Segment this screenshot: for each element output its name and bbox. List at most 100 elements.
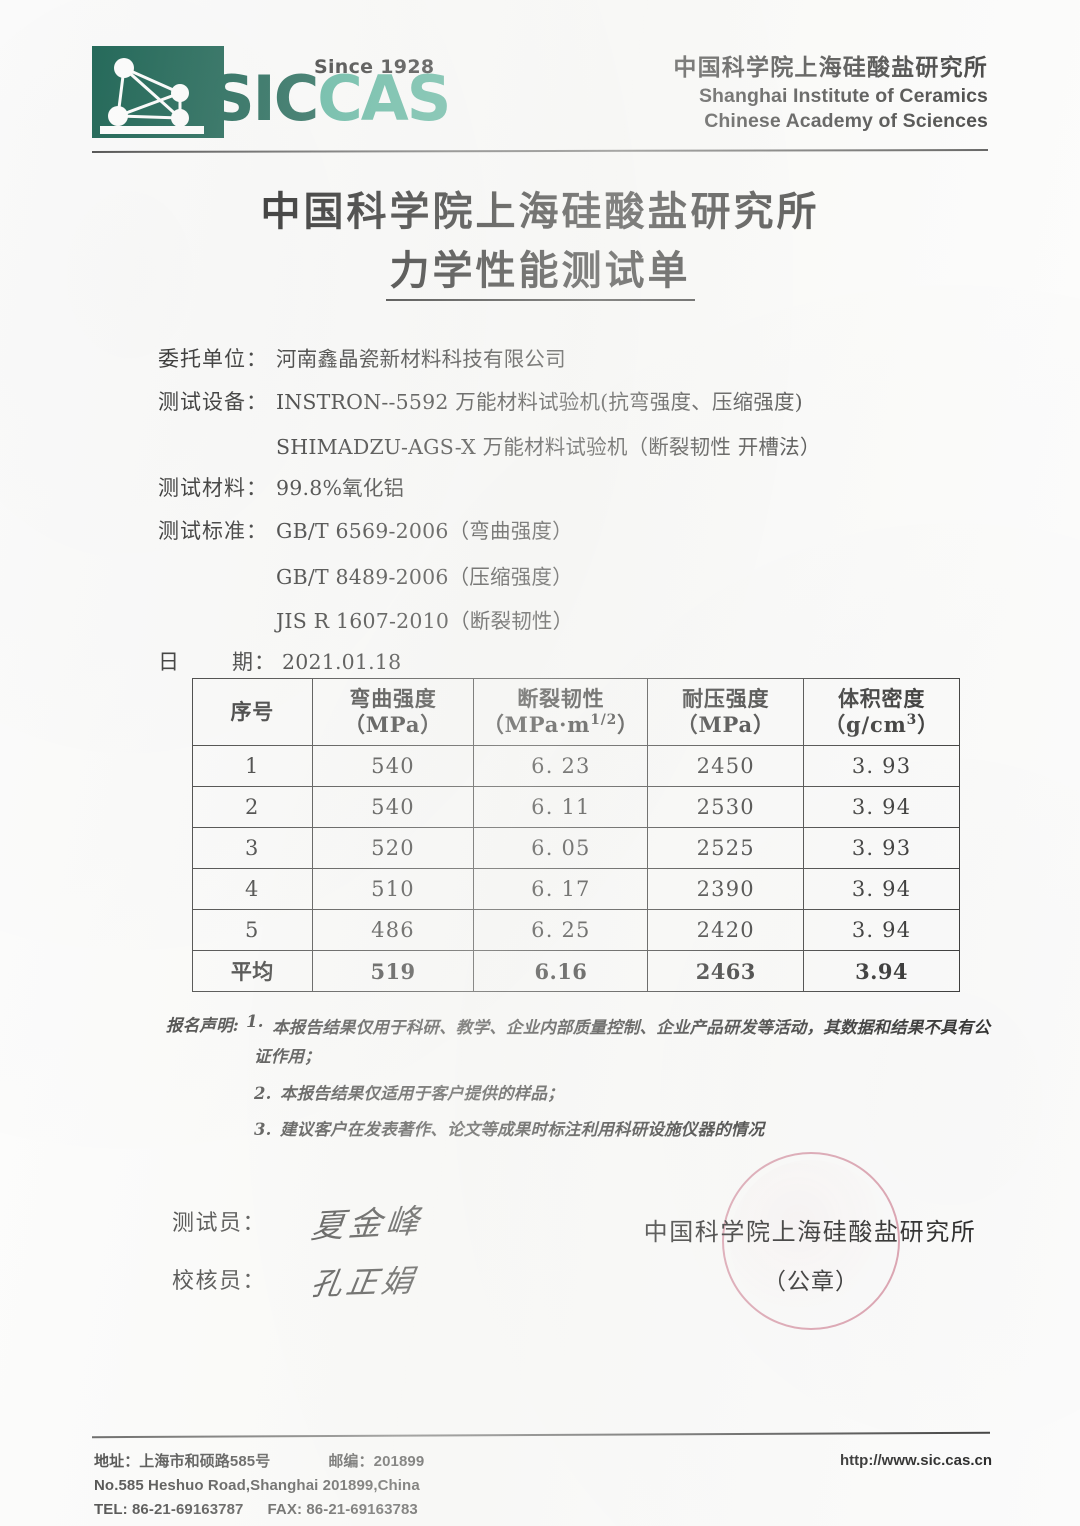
signature-block: 测试员： 夏金峰 校核员： 孔正娟: [172, 1192, 425, 1308]
title-underline: [385, 299, 695, 302]
footer-divider: [92, 1431, 990, 1439]
cell-density: 3. 94: [803, 909, 960, 951]
col-header-flexural: 弯曲强度 （MPa）: [311, 678, 475, 746]
col-header-compressive-unit: （MPa）: [676, 712, 775, 737]
footer-tel: TEL: 86-21-69163787: [94, 1501, 244, 1518]
table-row: 4 510 6. 17 2390 3. 94: [192, 868, 960, 910]
col-header-compressive: 耐压强度 （MPa）: [647, 678, 805, 746]
table-row-average: 平均 519 6.16 2463 3.94: [192, 950, 960, 992]
org-name-english-line2: Chinese Academy of Sciences: [704, 109, 988, 132]
org-name-english-line1: Shanghai Institute of Ceramics: [698, 84, 988, 107]
cell-average-flexural: 519: [311, 950, 475, 992]
declaration-item-1: 报名声明: 1. 本报告结果仅用于科研、教学、企业内部质量控制、企业产品研发等活…: [166, 1012, 1006, 1044]
page-header: Since 1928 SICCAS 中国科学院上海硅酸盐研究所 Shanghai…: [0, 0, 1080, 160]
cell-index: 5: [192, 909, 313, 951]
field-date-value: 2021.01.18: [282, 649, 402, 674]
tetrahedron-molecule-icon: [92, 46, 224, 138]
col-header-density-top: 体积密度: [837, 686, 926, 712]
footer-postcode-cn: 邮编：201899: [328, 1453, 425, 1470]
declaration-item-1-number: 1.: [246, 1012, 264, 1031]
col-header-fracture-unit-tail: ）: [617, 712, 639, 737]
cell-flexural: 520: [311, 827, 475, 869]
table-row: 2 540 6. 11 2530 3. 94: [192, 786, 960, 828]
table-row: 3 520 6. 05 2525 3. 93: [192, 827, 960, 869]
col-header-compressive-top: 耐压强度: [682, 686, 770, 712]
title-subject: 力学性能测试单: [389, 247, 691, 295]
declaration-block: 报名声明: 1. 本报告结果仅用于科研、教学、企业内部质量控制、企业产品研发等活…: [166, 1012, 1006, 1143]
field-date-label-char1: 日: [158, 649, 180, 674]
field-material-label: 测试材料：: [158, 476, 268, 501]
col-header-density-unit: （g/cm3）: [805, 712, 958, 738]
cell-flexural: 486: [311, 909, 475, 951]
table-row: 5 486 6. 25 2420 3. 94: [192, 909, 960, 951]
col-header-density: 体积密度 （g/cm3）: [803, 678, 960, 746]
logo-word-cas: CAS: [317, 62, 451, 135]
field-client-label: 委托单位：: [158, 347, 268, 371]
footer-fax: FAX: 86-21-69163783: [267, 1501, 418, 1518]
declaration-item-1-text: 本报告结果仅用于科研、教学、企业内部质量控制、企业产品研发等活动，其数据和结果不…: [272, 1018, 991, 1037]
field-standard-value-2: GB/T 8489-2006（压缩强度）: [276, 564, 573, 589]
cell-density: 3. 93: [803, 827, 960, 869]
org-name-chinese: 中国科学院上海硅酸盐研究所: [673, 55, 988, 81]
col-header-density-unit-tail: ）: [917, 712, 939, 737]
declaration-item-1-continued: 证作用；: [254, 1047, 321, 1067]
cell-average-fracture: 6.16: [473, 950, 649, 992]
declaration-item-3-text: 建议客户在发表著作、论文等成果时标注利用科研设施仪器的情况: [280, 1119, 765, 1139]
cell-compressive: 2420: [647, 909, 805, 951]
col-header-fracture-unit: （MPa·m1/2）: [475, 712, 646, 738]
col-header-fracture: 断裂韧性 （MPa·m1/2）: [473, 678, 649, 746]
results-table: 序号 弯曲强度 （MPa） 断裂韧性 （MPa·m1/2） 耐压强度 （MPa）: [192, 678, 960, 992]
col-header-flexural-top: 弯曲强度: [349, 686, 437, 712]
cell-flexural: 540: [311, 745, 475, 787]
table-row: 1 540 6. 23 2450 3. 93: [192, 745, 960, 787]
page-footer: 地址：上海市和硕路585号 邮编：201899 No.585 Heshuo Roa…: [94, 1450, 994, 1522]
col-header-flexural-unit: （MPa）: [343, 712, 443, 737]
tester-label: 测试员：: [172, 1211, 267, 1236]
cell-fracture: 6. 25: [473, 909, 649, 951]
field-equipment-value-1: INSTRON--5592 万能材料试验机(抗弯强度、压缩强度): [276, 389, 803, 414]
signature-row-tester: 测试员： 夏金峰: [172, 1192, 425, 1250]
field-standard: 测试标准： GB/T 6569-2006（弯曲强度）: [158, 517, 1008, 546]
field-equipment: 测试设备： INSTRON--5592 万能材料试验机(抗弯强度、压缩强度): [158, 388, 1008, 417]
official-seal-ring: [722, 1152, 900, 1330]
cell-flexural: 540: [311, 786, 475, 828]
field-date-label: 日 期：: [158, 648, 282, 676]
seal-organization-name: 中国科学院上海硅酸盐研究所: [643, 1218, 977, 1246]
logo-word-sic: SIC: [210, 62, 319, 135]
table-header-row: 序号 弯曲强度 （MPa） 断裂韧性 （MPa·m1/2） 耐压强度 （MPa）: [192, 678, 960, 746]
cell-index: 2: [192, 786, 313, 828]
cell-fracture: 6. 05: [473, 827, 649, 869]
seal-label: （公章）: [763, 1269, 859, 1295]
field-material-value: 99.8%氧化铝: [276, 476, 405, 501]
title-subject-wrap: 力学性能测试单: [385, 245, 695, 302]
footer-address-en: No.585 Heshuo Road,Shanghai 201899,China: [94, 1477, 420, 1494]
field-date-label-char2: 期：: [232, 649, 276, 674]
cell-compressive: 2530: [647, 786, 805, 828]
siccas-logo: Since 1928 SICCAS: [92, 44, 512, 144]
page-title: 中国科学院上海硅酸盐研究所 力学性能测试单: [0, 186, 1080, 302]
report-info-fields: 委托单位： 河南鑫晶瓷新材料科技有限公司 测试设备： INSTRON--5592…: [158, 345, 1008, 690]
cell-fracture: 6. 11: [473, 786, 649, 828]
field-equipment-value-2: SHIMADZU-AGS-X 万能材料试验机（断裂韧性 开槽法）: [276, 435, 821, 460]
field-date: 日 期： 2021.01.18: [158, 648, 1008, 677]
col-header-density-unit-sup: 3: [906, 712, 918, 728]
col-header-index: 序号: [192, 678, 313, 746]
col-header-fracture-top: 断裂韧性: [517, 686, 605, 712]
signature-row-verifier: 校核员： 孔正娟: [172, 1250, 423, 1308]
results-table-wrap: 序号 弯曲强度 （MPa） 断裂韧性 （MPa·m1/2） 耐压强度 （MPa）: [192, 678, 960, 992]
declaration-item-2-text: 本报告结果仅适用于客户提供的样品；: [280, 1083, 564, 1103]
verifier-signature: 孔正娟: [308, 1262, 420, 1303]
field-material: 测试材料： 99.8%氧化铝: [158, 474, 1008, 503]
footer-website-url: http://www.sic.cas.cn: [840, 1452, 992, 1469]
col-header-fracture-unit-sup: 1/2: [590, 712, 618, 728]
declaration-item-3-number: 3.: [254, 1119, 272, 1139]
cell-compressive: 2390: [647, 868, 805, 910]
organization-name-block: 中国科学院上海硅酸盐研究所 Shanghai Institute of Cera…: [673, 54, 988, 134]
footer-address-cn: 地址：上海市和硕路585号: [94, 1453, 271, 1470]
title-institute: 中国科学院上海硅酸盐研究所: [260, 188, 820, 235]
cell-compressive: 2525: [647, 827, 805, 869]
header-divider: [91, 149, 989, 153]
cell-density: 3. 94: [803, 868, 960, 910]
field-standard-value-1: GB/T 6569-2006（弯曲强度）: [276, 519, 573, 544]
